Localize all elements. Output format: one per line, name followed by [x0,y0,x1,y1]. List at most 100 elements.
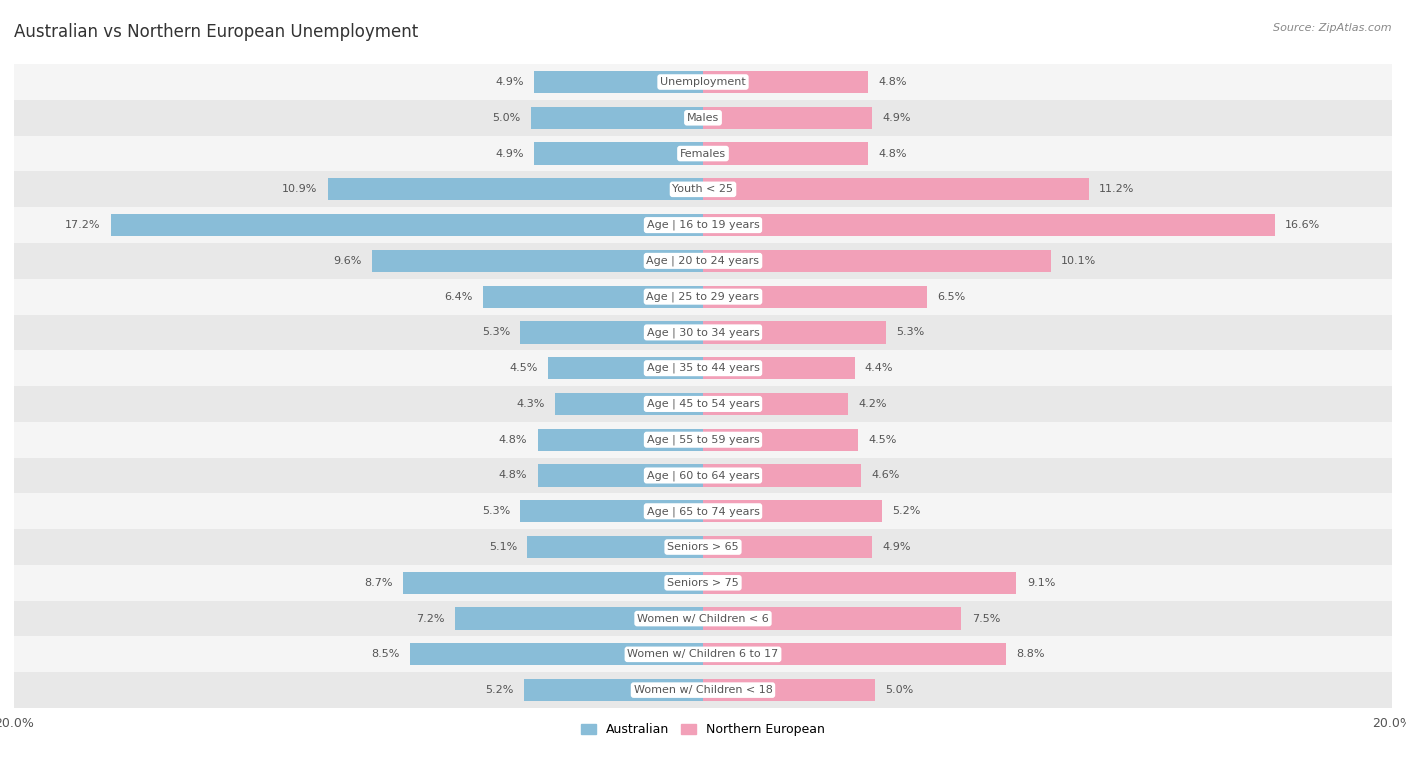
Text: 4.8%: 4.8% [499,471,527,481]
Text: 5.2%: 5.2% [485,685,513,695]
Bar [14,64,1392,100]
Bar [703,679,875,701]
Text: Males: Males [688,113,718,123]
Text: 8.7%: 8.7% [364,578,392,587]
Text: Age | 45 to 54 years: Age | 45 to 54 years [647,399,759,410]
Text: Age | 65 to 74 years: Age | 65 to 74 years [647,506,759,516]
Bar [548,357,703,379]
Text: Age | 35 to 44 years: Age | 35 to 44 years [647,363,759,373]
Bar [703,357,855,379]
Text: 16.6%: 16.6% [1285,220,1320,230]
Text: 10.9%: 10.9% [281,185,318,195]
Bar [14,386,1392,422]
Bar [703,536,872,558]
Text: Females: Females [681,148,725,158]
Text: Women w/ Children 6 to 17: Women w/ Children 6 to 17 [627,650,779,659]
Text: Seniors > 65: Seniors > 65 [668,542,738,552]
Text: 10.1%: 10.1% [1062,256,1097,266]
Bar [14,565,1392,601]
Bar [482,285,703,308]
Text: Age | 16 to 19 years: Age | 16 to 19 years [647,220,759,230]
Text: Age | 25 to 29 years: Age | 25 to 29 years [647,291,759,302]
Bar [703,178,1088,201]
Text: 4.5%: 4.5% [869,435,897,444]
Bar [14,637,1392,672]
Bar [411,643,703,665]
Bar [527,536,703,558]
Bar [404,572,703,594]
Text: 4.8%: 4.8% [879,77,907,87]
Text: Source: ZipAtlas.com: Source: ZipAtlas.com [1274,23,1392,33]
Text: Age | 30 to 34 years: Age | 30 to 34 years [647,327,759,338]
Bar [703,285,927,308]
Bar [328,178,703,201]
Text: Women w/ Children < 18: Women w/ Children < 18 [634,685,772,695]
Bar [524,679,703,701]
Bar [703,107,872,129]
Bar [537,428,703,451]
Bar [14,136,1392,171]
Bar [14,243,1392,279]
Text: 9.1%: 9.1% [1026,578,1054,587]
Bar [531,107,703,129]
Bar [14,422,1392,458]
Bar [703,464,862,487]
Text: 4.8%: 4.8% [499,435,527,444]
Text: 17.2%: 17.2% [65,220,100,230]
Bar [703,393,848,415]
Text: Age | 60 to 64 years: Age | 60 to 64 years [647,470,759,481]
Text: 9.6%: 9.6% [333,256,361,266]
Text: Age | 55 to 59 years: Age | 55 to 59 years [647,435,759,445]
Bar [534,71,703,93]
Text: 5.3%: 5.3% [896,328,924,338]
Bar [14,529,1392,565]
Text: 8.8%: 8.8% [1017,650,1045,659]
Bar [14,207,1392,243]
Bar [703,214,1275,236]
Bar [14,100,1392,136]
Text: 4.9%: 4.9% [882,542,911,552]
Text: Australian vs Northern European Unemployment: Australian vs Northern European Unemploy… [14,23,419,41]
Bar [520,321,703,344]
Text: 4.9%: 4.9% [495,77,524,87]
Bar [703,250,1050,272]
Text: Youth < 25: Youth < 25 [672,185,734,195]
Bar [14,458,1392,494]
Text: 6.5%: 6.5% [938,291,966,301]
Text: 5.1%: 5.1% [489,542,517,552]
Bar [555,393,703,415]
Text: 4.3%: 4.3% [516,399,544,409]
Bar [703,428,858,451]
Legend: Australian, Northern European: Australian, Northern European [575,718,831,741]
Text: 5.2%: 5.2% [893,506,921,516]
Bar [14,279,1392,314]
Text: 4.9%: 4.9% [495,148,524,158]
Text: 4.6%: 4.6% [872,471,900,481]
Bar [703,607,962,630]
Bar [456,607,703,630]
Bar [14,350,1392,386]
Text: 5.0%: 5.0% [492,113,520,123]
Bar [703,142,869,165]
Bar [534,142,703,165]
Text: Seniors > 75: Seniors > 75 [666,578,740,587]
Text: 11.2%: 11.2% [1099,185,1135,195]
Text: Unemployment: Unemployment [661,77,745,87]
Text: 4.2%: 4.2% [858,399,887,409]
Text: Age | 20 to 24 years: Age | 20 to 24 years [647,256,759,266]
Text: 4.4%: 4.4% [865,363,893,373]
Bar [373,250,703,272]
Bar [537,464,703,487]
Text: 4.8%: 4.8% [879,148,907,158]
Bar [14,494,1392,529]
Bar [520,500,703,522]
Bar [703,643,1007,665]
Text: 7.2%: 7.2% [416,614,444,624]
Bar [703,572,1017,594]
Text: 4.5%: 4.5% [509,363,537,373]
Text: 5.0%: 5.0% [886,685,914,695]
Text: 5.3%: 5.3% [482,328,510,338]
Bar [14,171,1392,207]
Text: 4.9%: 4.9% [882,113,911,123]
Text: 6.4%: 6.4% [444,291,472,301]
